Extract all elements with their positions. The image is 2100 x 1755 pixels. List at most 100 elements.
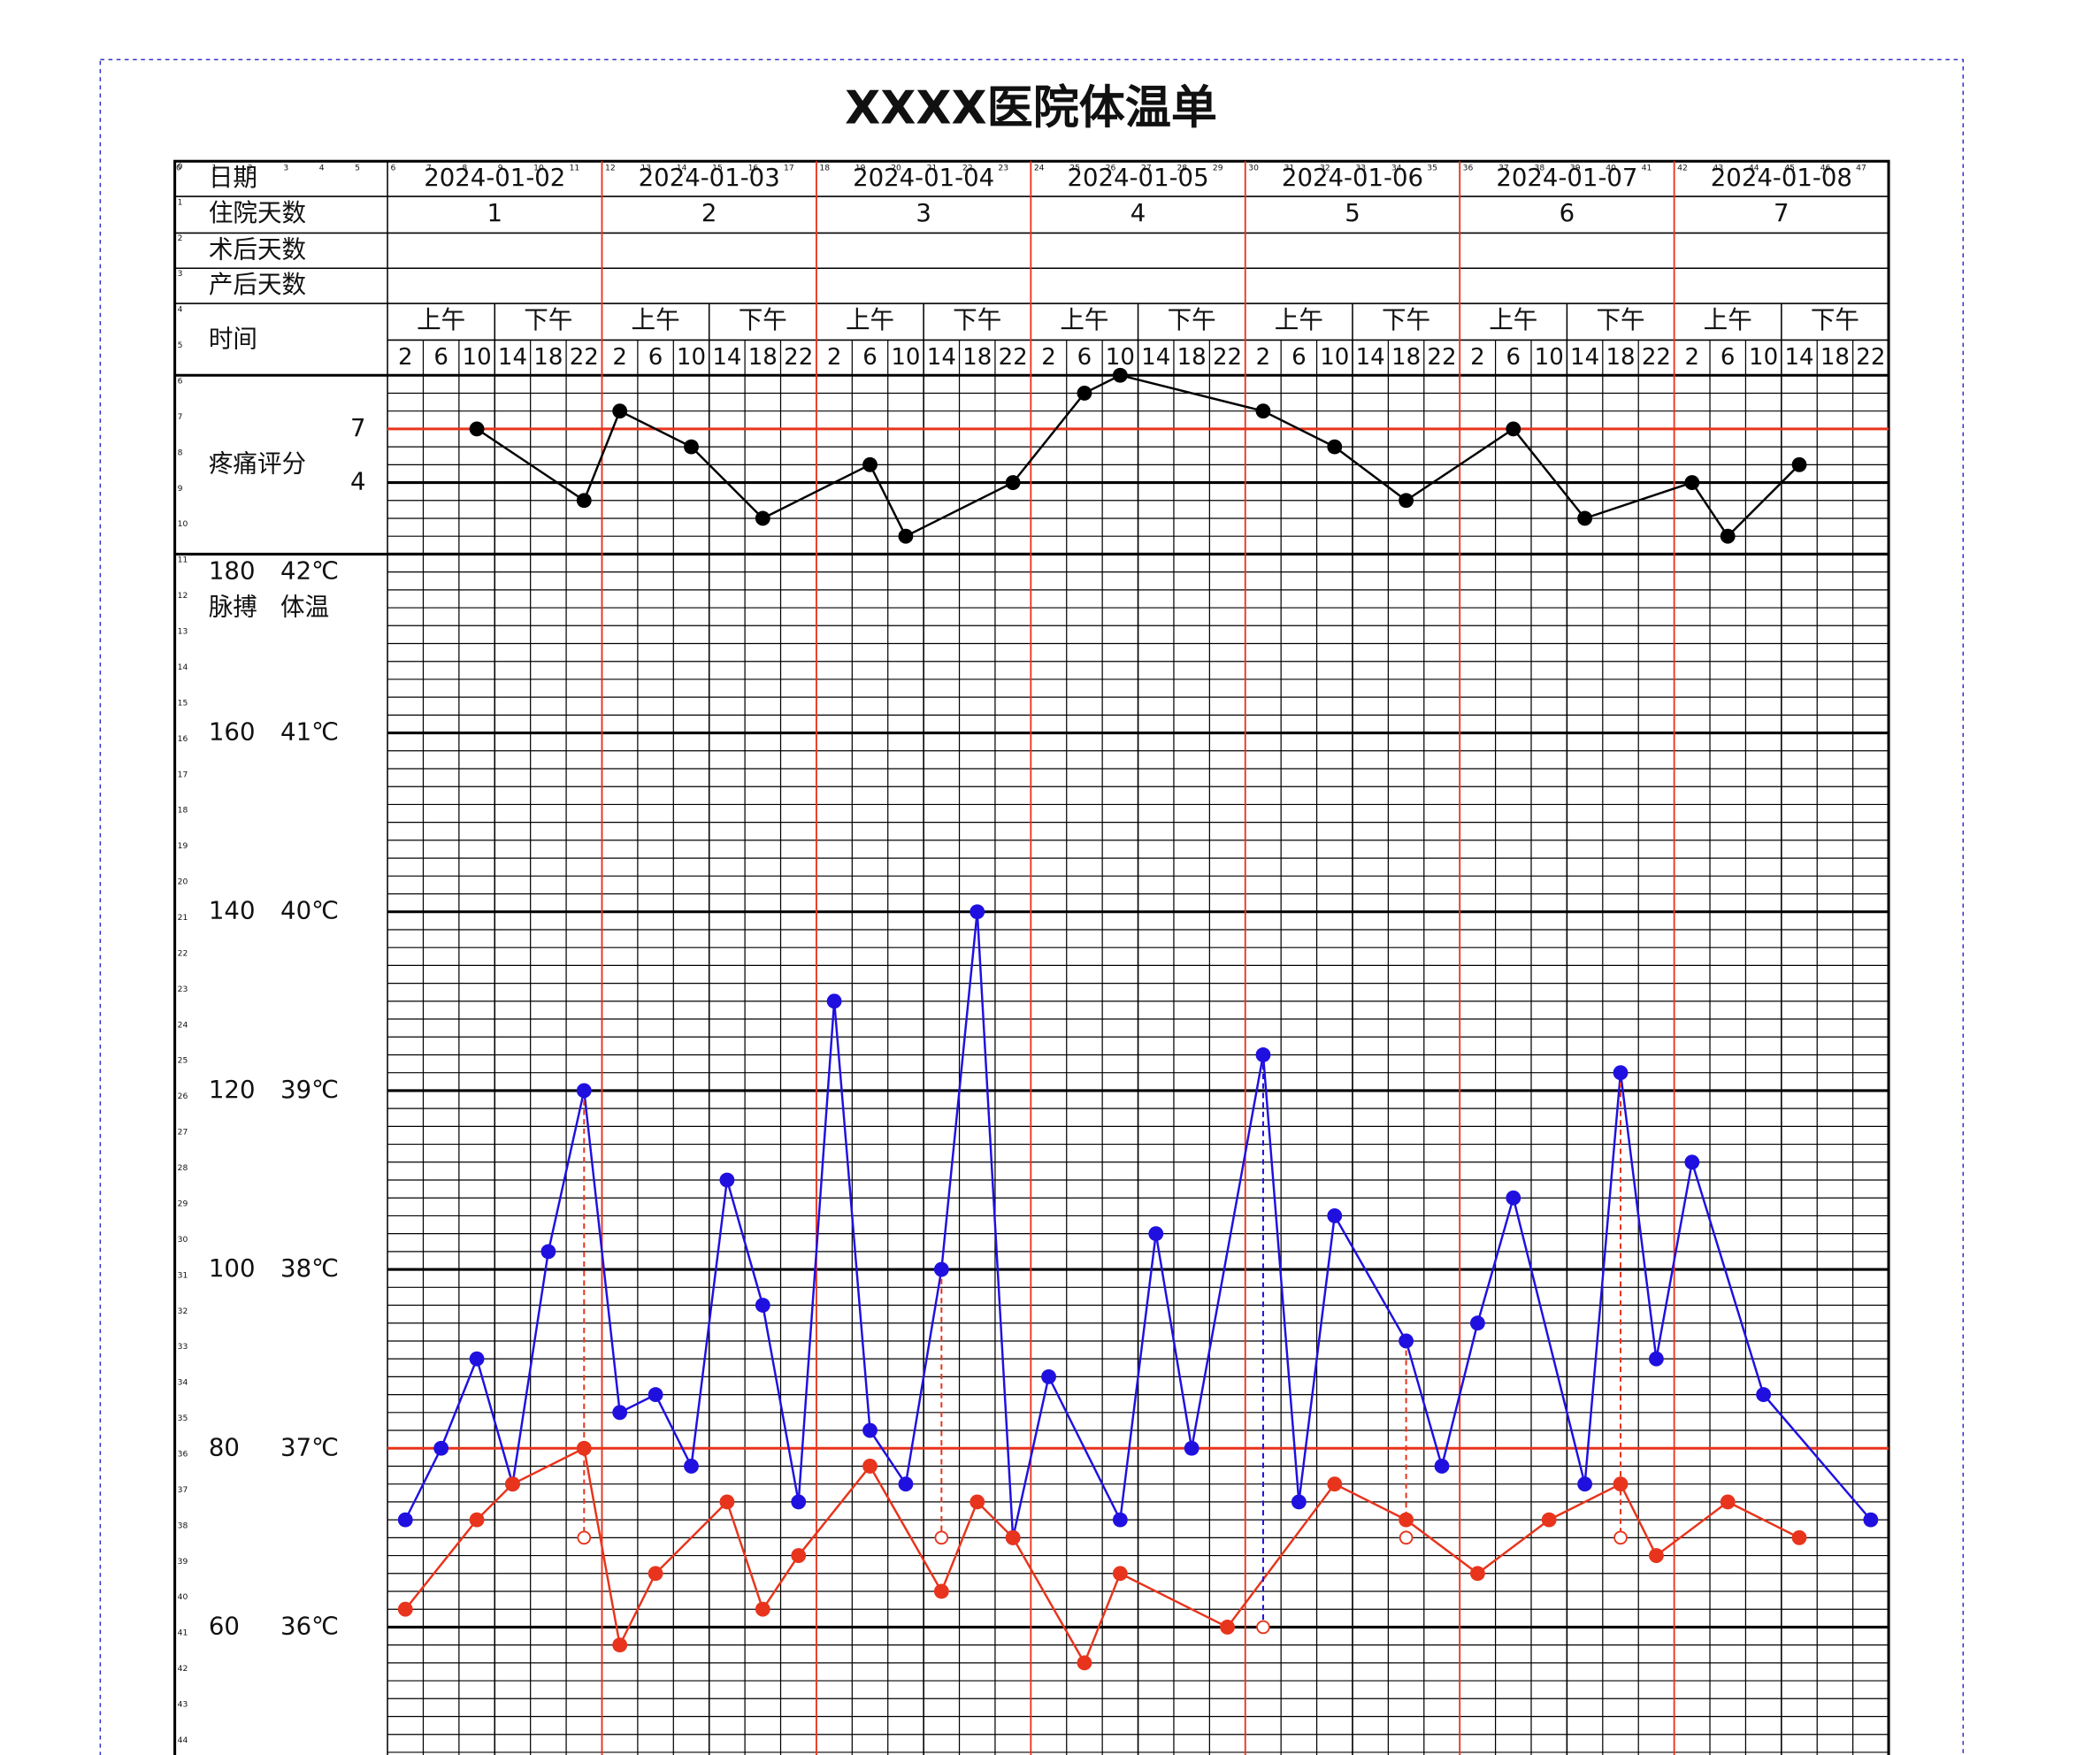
- hour-label: 18: [1177, 344, 1207, 371]
- pulse-tick-label: 180: [209, 556, 256, 585]
- pain-segment: [905, 481, 1014, 538]
- side-index: 15: [178, 698, 188, 708]
- pain-point: [1577, 510, 1593, 526]
- top-index: 16: [748, 163, 759, 172]
- date-label: 2024-01-06: [1282, 164, 1423, 192]
- temperature-point: [505, 1476, 520, 1492]
- pain-point: [862, 456, 878, 472]
- pulse-segment: [940, 911, 978, 1270]
- pain-point: [1005, 475, 1021, 490]
- pulse-segment: [1298, 1215, 1336, 1503]
- hour-label: 18: [533, 344, 563, 371]
- pulse-point: [397, 1512, 413, 1528]
- pulse-point: [469, 1351, 485, 1367]
- pulse-point: [1577, 1476, 1593, 1492]
- top-index: 22: [962, 163, 973, 172]
- top-index: 1: [212, 163, 218, 172]
- pain-point: [1327, 439, 1343, 455]
- hour-label: 14: [927, 344, 956, 371]
- pulse-point: [791, 1494, 807, 1510]
- side-index: 29: [178, 1199, 188, 1208]
- pulse-point: [1684, 1154, 1700, 1170]
- pulse-point: [684, 1459, 699, 1474]
- hospital-day: 5: [1345, 199, 1360, 227]
- top-index: 17: [784, 163, 794, 172]
- pain-point: [1399, 493, 1414, 509]
- pain-segment: [476, 427, 585, 502]
- pulse-point: [1613, 1065, 1629, 1081]
- temperature-segment: [1083, 1573, 1122, 1664]
- side-index: 6: [178, 376, 183, 386]
- side-index: 34: [178, 1378, 188, 1388]
- pain-segment: [1727, 464, 1800, 538]
- pain-point: [1077, 386, 1092, 401]
- temperature-point: [1327, 1476, 1343, 1492]
- pain-point: [684, 439, 699, 455]
- top-index: 2: [248, 163, 253, 172]
- hour-label: 22: [999, 344, 1028, 371]
- side-index: 17: [178, 770, 188, 779]
- hour-label: 22: [1427, 344, 1456, 371]
- pulse-segment: [1047, 1376, 1122, 1521]
- period-label: 下午: [1596, 306, 1644, 334]
- date-label: 2024-01-07: [1496, 164, 1637, 192]
- pulse-segment: [1011, 1376, 1050, 1538]
- side-index: 19: [178, 841, 188, 851]
- pulse-point: [1041, 1368, 1056, 1384]
- side-index: 5: [178, 341, 183, 350]
- side-index: 44: [178, 1736, 188, 1745]
- temperature-point: [1077, 1655, 1092, 1671]
- top-index: 34: [1391, 163, 1402, 172]
- temperature-point: [719, 1494, 735, 1510]
- legend-pulse: 脉搏: [209, 594, 257, 622]
- pain-point: [576, 493, 592, 509]
- temperature-point: [755, 1601, 770, 1617]
- temperature-point: [469, 1512, 485, 1528]
- side-index: 37: [178, 1485, 188, 1495]
- side-index: 25: [178, 1056, 188, 1066]
- pulse-segment: [976, 911, 1015, 1538]
- pain-segment: [1584, 481, 1693, 520]
- top-index: 24: [1034, 163, 1045, 172]
- top-index: 10: [533, 163, 544, 172]
- hour-label: 10: [891, 344, 920, 371]
- top-index: 38: [1535, 163, 1545, 172]
- side-index: 43: [178, 1700, 188, 1710]
- hospital-day: 2: [701, 199, 717, 227]
- period-label: 下午: [953, 306, 1001, 334]
- hour-label: 18: [748, 344, 778, 371]
- pain-segment: [1405, 427, 1514, 502]
- top-index: 32: [1320, 163, 1330, 172]
- hour-label: 2: [398, 344, 413, 371]
- temperature-tick-label: 40℃: [280, 897, 339, 925]
- hour-label: 14: [1141, 344, 1170, 371]
- pulse-segment: [440, 1358, 479, 1449]
- top-index: 36: [1463, 163, 1474, 172]
- side-index: 26: [178, 1092, 188, 1101]
- top-index: 20: [891, 163, 901, 172]
- temperature-segment: [725, 1501, 764, 1610]
- pulse-segment: [404, 1447, 442, 1521]
- top-index: 11: [570, 163, 580, 172]
- pulse-point: [755, 1298, 770, 1313]
- pulse-segment: [1762, 1393, 1872, 1521]
- pulse-point: [1112, 1512, 1128, 1528]
- temperature-segment: [762, 1554, 800, 1610]
- pulse-tick-label: 120: [209, 1076, 256, 1104]
- temperature-point: [648, 1566, 663, 1582]
- pulse-point: [612, 1405, 628, 1421]
- pain-segment: [762, 464, 871, 520]
- pulse-segment: [1190, 1054, 1265, 1449]
- hour-label: 10: [1535, 344, 1564, 371]
- pulse-point: [1255, 1047, 1271, 1062]
- temperature-segment: [1226, 1483, 1336, 1629]
- pain-point: [612, 403, 628, 419]
- pain-point: [1506, 421, 1521, 437]
- pain-point: [1684, 475, 1700, 490]
- pain-tick-label: 4: [350, 468, 366, 496]
- hour-label: 14: [1356, 344, 1385, 371]
- top-index: 6: [391, 163, 396, 172]
- temperature-segment: [1476, 1519, 1550, 1575]
- pain-segment: [1690, 481, 1729, 537]
- side-index: 38: [178, 1521, 188, 1530]
